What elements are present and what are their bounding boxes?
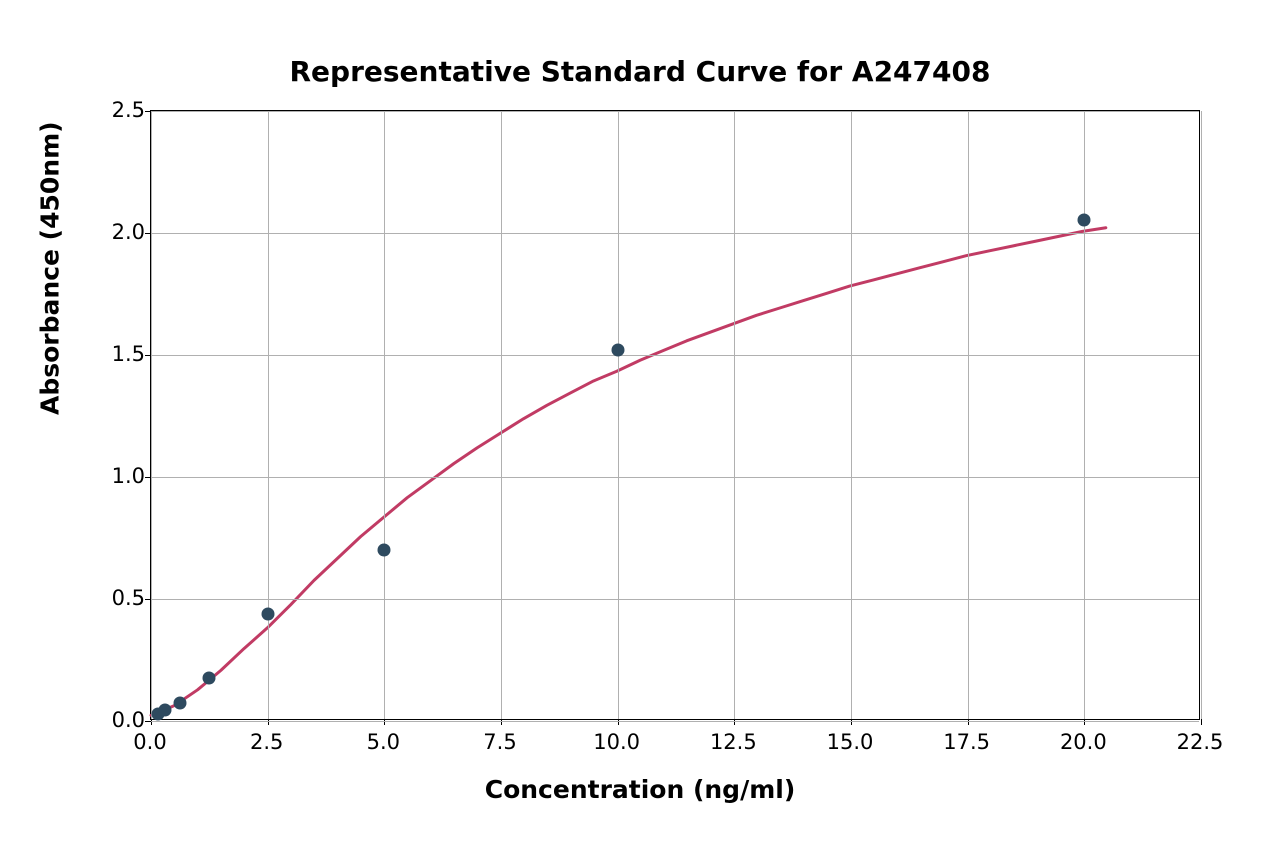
x-tick [1201,719,1202,725]
x-axis-label: Concentration (ng/ml) [0,775,1280,804]
x-tick-label: 17.5 [943,730,990,754]
y-tick [145,477,151,478]
x-tick [268,719,269,725]
data-point [611,344,624,357]
grid-line-horizontal [151,599,1199,600]
grid-line-vertical [268,111,269,719]
data-point [1078,213,1091,226]
x-tick [618,719,619,725]
x-tick-label: 15.0 [827,730,874,754]
x-tick-label: 2.5 [250,730,283,754]
y-axis-label: Absorbance (450nm) [36,121,65,415]
y-tick-label: 0.0 [105,708,145,732]
x-tick-label: 5.0 [367,730,400,754]
x-tick-label: 12.5 [710,730,757,754]
data-point [159,704,172,717]
x-tick [384,719,385,725]
chart-container: Representative Standard Curve for A24740… [0,0,1280,845]
grid-line-horizontal [151,477,1199,478]
x-tick-label: 10.0 [593,730,640,754]
grid-line-horizontal [151,233,1199,234]
x-tick-label: 22.5 [1177,730,1224,754]
grid-line-vertical [851,111,852,719]
y-tick-label: 2.0 [105,220,145,244]
fitted-curve [151,228,1106,716]
x-tick-label: 20.0 [1060,730,1107,754]
y-tick-label: 0.5 [105,586,145,610]
grid-line-vertical [968,111,969,719]
y-tick-label: 1.0 [105,464,145,488]
y-tick [145,599,151,600]
x-tick [501,719,502,725]
grid-line-vertical [1084,111,1085,719]
grid-line-vertical [618,111,619,719]
grid-line-vertical [1201,111,1202,719]
x-tick [968,719,969,725]
grid-line-vertical [501,111,502,719]
y-tick [145,111,151,112]
grid-line-horizontal [151,355,1199,356]
x-tick-label: 0.0 [133,730,166,754]
data-point [378,544,391,557]
x-tick [1084,719,1085,725]
y-tick-label: 1.5 [105,342,145,366]
grid-line-vertical [151,111,152,719]
x-tick [151,719,152,725]
grid-line-vertical [734,111,735,719]
x-tick-label: 7.5 [483,730,516,754]
y-tick-label: 2.5 [105,98,145,122]
chart-title: Representative Standard Curve for A24740… [0,55,1280,88]
data-point [203,672,216,685]
data-point [261,607,274,620]
grid-line-horizontal [151,721,1199,722]
y-tick [145,355,151,356]
x-tick [851,719,852,725]
x-tick [734,719,735,725]
y-tick [145,721,151,722]
grid-line-vertical [384,111,385,719]
data-point [173,696,186,709]
curve-svg [151,111,1199,719]
plot-area [150,110,1200,720]
y-tick [145,233,151,234]
grid-line-horizontal [151,111,1199,112]
